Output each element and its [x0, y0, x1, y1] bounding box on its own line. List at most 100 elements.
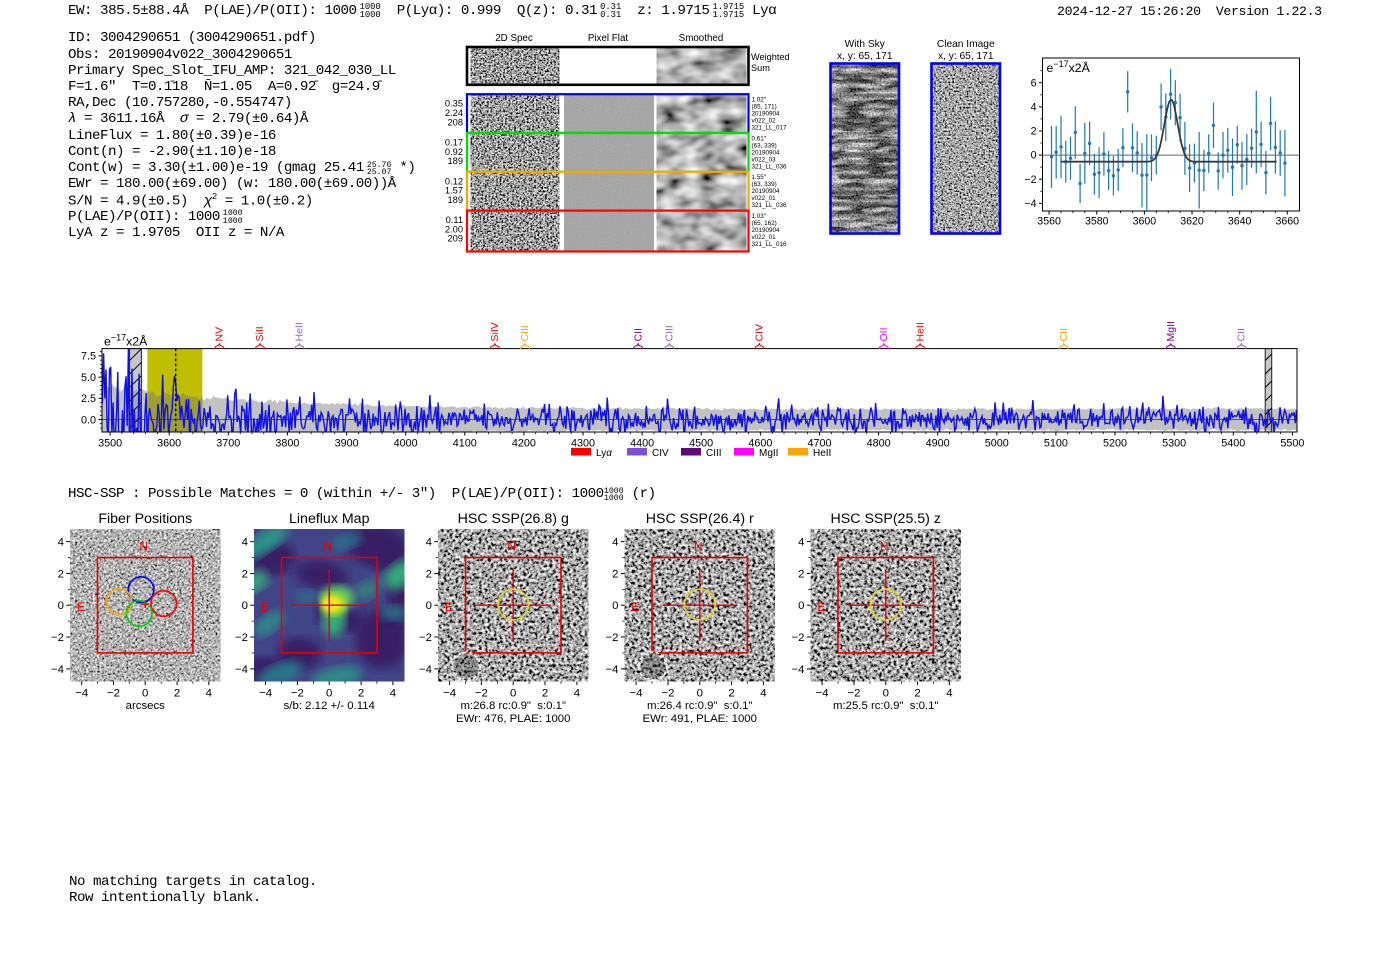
- svg-text:3500: 3500: [98, 438, 122, 450]
- svg-text:CIII: CIII: [664, 325, 676, 341]
- svg-text:0: 0: [242, 600, 248, 612]
- svg-text:arcsecs: arcsecs: [126, 700, 166, 712]
- svg-text:(63, 339): (63, 339): [752, 142, 777, 149]
- svg-text:4: 4: [242, 537, 248, 549]
- svg-text:4: 4: [760, 687, 766, 699]
- svg-text:1.03": 1.03": [752, 213, 767, 220]
- svg-text:HeII: HeII: [813, 448, 831, 459]
- svg-text:N: N: [323, 539, 332, 553]
- svg-text:2.00: 2.00: [445, 224, 463, 234]
- svg-text:5.0: 5.0: [81, 372, 96, 384]
- svg-text:CIV: CIV: [652, 448, 669, 459]
- svg-text:4100: 4100: [453, 438, 477, 450]
- svg-text:321_LL_036: 321_LL_036: [752, 163, 788, 170]
- svg-text:(63, 339): (63, 339): [752, 181, 777, 188]
- svg-text:2: 2: [1031, 126, 1037, 138]
- svg-text:EWr: 491, PLAE: 1000: EWr: 491, PLAE: 1000: [643, 713, 757, 725]
- svg-text:−2: −2: [606, 632, 619, 644]
- svg-text:208: 208: [447, 117, 463, 127]
- svg-text:0.61": 0.61": [752, 135, 767, 142]
- svg-text:4900: 4900: [926, 438, 950, 450]
- svg-text:4600: 4600: [748, 438, 772, 450]
- svg-text:0: 0: [510, 687, 516, 699]
- svg-text:−4: −4: [235, 664, 248, 676]
- svg-text:NV: NV: [214, 327, 226, 342]
- svg-text:2: 2: [426, 569, 432, 581]
- svg-text:−4: −4: [606, 664, 619, 676]
- svg-text:0: 0: [426, 600, 432, 612]
- svg-text:v022_03: v022_03: [752, 156, 777, 163]
- svg-text:m:26.8 rc:0.9" s:0.1": m:26.8 rc:0.9" s:0.1": [460, 700, 566, 712]
- svg-text:−2: −2: [51, 632, 64, 644]
- svg-text:m:26.4 rc:0.9" s:0.1": m:26.4 rc:0.9" s:0.1": [647, 700, 753, 712]
- svg-text:HeII: HeII: [294, 322, 306, 341]
- svg-text:0: 0: [883, 687, 889, 699]
- svg-text:1.57: 1.57: [445, 186, 463, 196]
- svg-text:4700: 4700: [807, 438, 831, 450]
- svg-text:3660: 3660: [1276, 216, 1300, 228]
- svg-text:2D Spec: 2D Spec: [495, 33, 533, 44]
- svg-text:5100: 5100: [1044, 438, 1068, 450]
- svg-text:−2: −2: [475, 687, 488, 699]
- svg-text:2: 2: [914, 687, 920, 699]
- svg-text:CII: CII: [632, 328, 644, 341]
- svg-text:m:25.5 rc:0.9" s:0.1": m:25.5 rc:0.9" s:0.1": [833, 700, 939, 712]
- svg-text:s/b: 2.12 +/- 0.114: s/b: 2.12 +/- 0.114: [284, 700, 375, 712]
- svg-text:−2: −2: [419, 632, 432, 644]
- svg-text:0: 0: [326, 687, 332, 699]
- svg-text:3640: 3640: [1228, 216, 1252, 228]
- svg-text:0.35: 0.35: [445, 99, 463, 109]
- svg-text:e−17x2Å: e−17x2Å: [104, 333, 148, 349]
- svg-text:1.55": 1.55": [752, 174, 767, 181]
- svg-text:0: 0: [1031, 150, 1037, 162]
- svg-text:Pixel Flat: Pixel Flat: [588, 33, 629, 44]
- svg-text:−2: −2: [662, 687, 675, 699]
- svg-text:E: E: [261, 600, 269, 614]
- svg-text:CIII: CIII: [706, 448, 722, 459]
- svg-text:0.11: 0.11: [446, 215, 463, 225]
- svg-text:2.24: 2.24: [445, 108, 463, 118]
- svg-text:4400: 4400: [630, 438, 654, 450]
- svg-text:N: N: [139, 539, 148, 553]
- svg-text:v022_01: v022_01: [752, 195, 777, 202]
- svg-text:−4: −4: [1024, 198, 1036, 210]
- svg-text:−2: −2: [1024, 174, 1036, 186]
- svg-text:x, y: 65, 171: x, y: 65, 171: [837, 51, 893, 62]
- svg-text:6: 6: [1031, 77, 1037, 89]
- svg-text:4: 4: [426, 537, 432, 549]
- svg-text:2: 2: [728, 687, 734, 699]
- svg-text:Clean Image: Clean Image: [937, 39, 995, 50]
- svg-text:0.0: 0.0: [81, 414, 96, 426]
- svg-text:5000: 5000: [985, 438, 1009, 450]
- svg-text:Weighted: Weighted: [751, 52, 790, 62]
- svg-text:0: 0: [798, 600, 804, 612]
- svg-text:20190904: 20190904: [752, 188, 781, 195]
- svg-text:−4: −4: [75, 687, 88, 699]
- svg-text:0: 0: [142, 687, 148, 699]
- svg-text:−4: −4: [630, 687, 643, 699]
- svg-text:With Sky: With Sky: [845, 39, 886, 50]
- svg-text:Sum: Sum: [751, 63, 770, 73]
- svg-text:4500: 4500: [689, 438, 713, 450]
- svg-text:3600: 3600: [1133, 216, 1157, 228]
- svg-text:EWr: 476, PLAE: 1000: EWr: 476, PLAE: 1000: [456, 713, 570, 725]
- svg-text:20190904: 20190904: [752, 227, 781, 234]
- svg-text:2: 2: [242, 569, 248, 581]
- svg-text:4300: 4300: [571, 438, 595, 450]
- svg-text:CIV: CIV: [754, 324, 766, 342]
- svg-text:−2: −2: [848, 687, 861, 699]
- svg-text:0.12: 0.12: [445, 176, 463, 186]
- svg-text:3800: 3800: [275, 438, 299, 450]
- svg-text:−4: −4: [816, 687, 829, 699]
- svg-text:1.02": 1.02": [752, 97, 767, 104]
- svg-text:209: 209: [447, 234, 463, 244]
- svg-text:2: 2: [58, 569, 64, 581]
- svg-text:MgII: MgII: [759, 448, 778, 459]
- svg-text:N: N: [507, 539, 516, 553]
- svg-text:189: 189: [447, 156, 463, 166]
- svg-text:4: 4: [1031, 101, 1037, 113]
- svg-text:E: E: [77, 600, 85, 614]
- svg-text:−4: −4: [259, 687, 272, 699]
- svg-text:HeII: HeII: [914, 322, 926, 341]
- svg-text:3900: 3900: [335, 438, 359, 450]
